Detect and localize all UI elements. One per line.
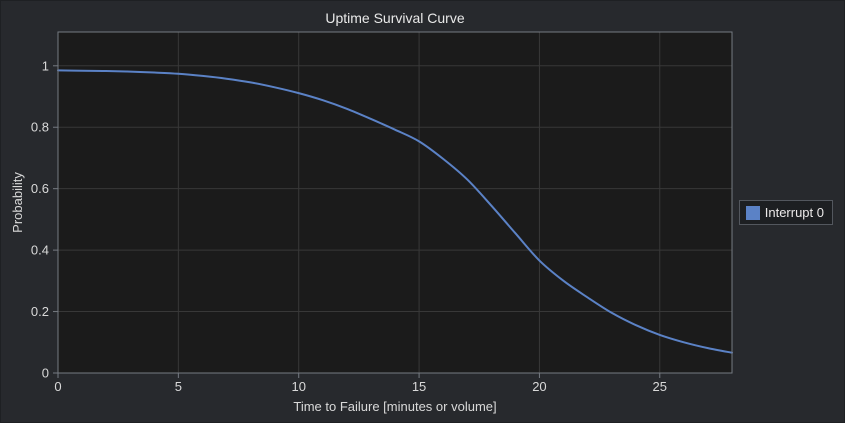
y-tick-label: 1 [42,58,49,73]
plot-border [57,31,733,374]
y-tick-label: 0.6 [31,181,49,196]
survival-curve-line[interactable] [57,69,733,354]
y-tick-label: 0 [42,366,49,381]
x-tick-label: 0 [54,379,61,394]
y-tick-label: 0.8 [31,120,49,135]
x-axis-label: Time to Failure [minutes or volume] [293,399,497,414]
y-axis-label-container: Probability [1,32,33,373]
x-tick-label: 10 [291,379,305,394]
chart-title: Uptime Survival Curve [325,10,465,26]
x-tick-label: 15 [412,379,426,394]
legend-swatch-icon [745,205,760,220]
legend: Interrupt 0 [738,200,833,225]
x-tick-label: 20 [532,379,546,394]
x-tick-label: 5 [175,379,182,394]
x-tick-label: 25 [653,379,667,394]
legend-entry-interrupt-0[interactable]: Interrupt 0 [745,205,824,220]
y-tick-label: 0.2 [31,304,49,319]
y-tick-label: 0.4 [31,243,49,258]
legend-entry-label: Interrupt 0 [764,205,824,220]
y-axis-label: Probability [9,172,25,233]
